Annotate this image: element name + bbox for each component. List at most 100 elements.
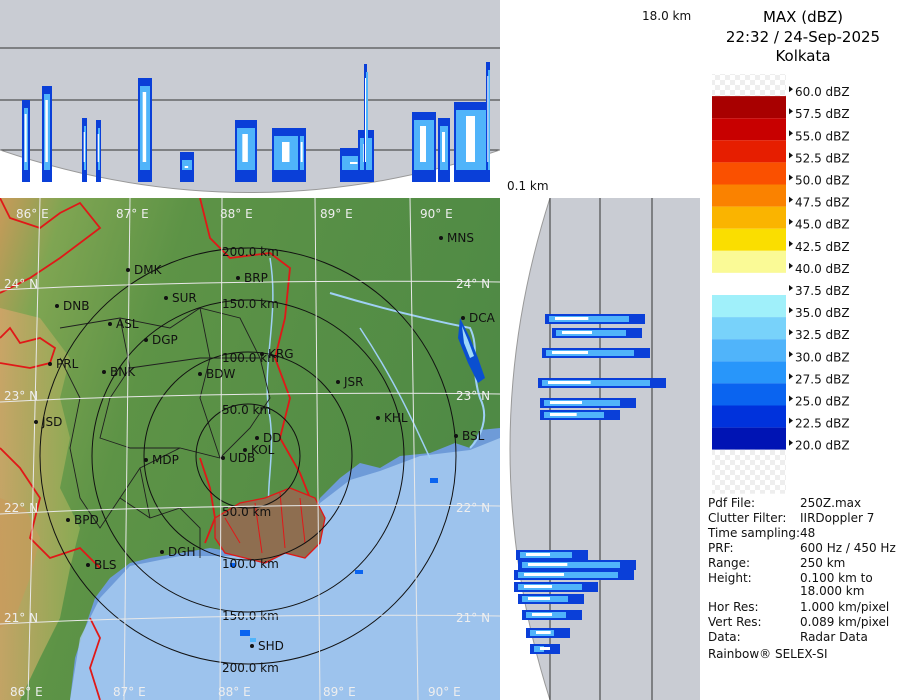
echo-core (488, 70, 490, 170)
echo-core (542, 380, 650, 386)
city-label-krg: KRG (268, 347, 294, 361)
scale-swatch (712, 295, 786, 318)
echo-highlight (442, 132, 445, 162)
state-border (199, 457, 216, 544)
meta-value: 0.089 km/pixel (800, 615, 890, 629)
parallel (0, 392, 500, 403)
scale-label: 32.5 dBZ (795, 328, 850, 342)
scale-label: 27.5 dBZ (795, 372, 850, 386)
city-marker (243, 448, 247, 452)
scale-tick (789, 218, 793, 225)
meta-key: Pdf File: (708, 496, 756, 510)
scale-swatch (712, 96, 786, 119)
scale-label: 42.5 dBZ (795, 240, 850, 254)
scale-tick (789, 329, 793, 336)
scale-tick (789, 86, 793, 93)
scale-swatch (712, 228, 786, 251)
range-ring (39, 247, 457, 665)
longitude-label: 87° E (113, 685, 146, 699)
scale-swatch (712, 162, 786, 185)
earth-curvature-shadow-right (500, 198, 550, 700)
info-panel: MAX (dBZ) 22:32 / 24-Sep-2025 Kolkata 60… (700, 0, 906, 700)
ring-label: 200.0 km (222, 245, 279, 259)
echo-highlight (528, 597, 550, 600)
echo-core (366, 72, 368, 170)
scale-swatch (712, 74, 786, 97)
longitude-label: 86° E (16, 207, 49, 221)
echo-highlight (548, 381, 591, 384)
scale-tick (789, 196, 793, 203)
map-echoes (230, 318, 485, 642)
longitude-label: 90° E (420, 207, 453, 221)
scale-swatch (712, 250, 786, 273)
range-ring (143, 351, 353, 561)
west-east-cross-section (0, 0, 500, 198)
scale-tick (789, 439, 793, 446)
city-marker (454, 434, 458, 438)
echo-highlight (487, 76, 489, 162)
product-title: MAX (dBZ) (762, 8, 844, 26)
meta-value: 18.000 km (800, 584, 865, 598)
city-marker (126, 268, 130, 272)
land (0, 198, 500, 700)
parallel (0, 504, 500, 515)
scale-swatch (712, 118, 786, 141)
echo-highlight (24, 114, 27, 162)
scale-swatch (712, 339, 786, 362)
scale-label: 45.0 dBZ (795, 218, 850, 232)
scale-label: 37.5 dBZ (795, 284, 850, 298)
ring-label: 200.0 km (222, 661, 279, 675)
cross-section-right-svg (500, 198, 666, 700)
echo-highlight (524, 573, 564, 576)
ring-label: 100.0 km (222, 351, 279, 365)
scale-tick (789, 174, 793, 181)
echo-highlight (562, 331, 592, 334)
meta-key: Clutter Filter: (708, 511, 787, 525)
echo-core (84, 126, 86, 170)
scale-label: 35.0 dBZ (795, 306, 850, 320)
longitude-label: 89° E (320, 207, 353, 221)
city-label-bsl: BSL (462, 429, 485, 443)
scale-below (712, 449, 786, 494)
city-marker (439, 236, 443, 240)
scale-swatch (712, 405, 786, 428)
scale-label: 57.5 dBZ (795, 107, 850, 121)
city-label-jsd: JSD (41, 415, 62, 429)
state-border (199, 198, 311, 499)
echo-highlight (466, 116, 475, 162)
scale-label: 60.0 dBZ (795, 85, 850, 99)
echo-highlight (528, 563, 568, 566)
echo-highlight (540, 647, 550, 650)
city-label-kol: KOL (251, 443, 275, 457)
city-label-jsr: JSR (343, 375, 364, 389)
parallel (0, 280, 500, 291)
longitude-label: 89° E (323, 685, 356, 699)
city-label-sur: SUR (172, 291, 197, 305)
scale-tick (789, 108, 793, 115)
city-marker (55, 304, 59, 308)
scale-tick (789, 152, 793, 159)
meta-key: Height: (708, 571, 752, 585)
city-marker (108, 322, 112, 326)
scale-label: 50.0 dBZ (795, 174, 850, 188)
city-layer: MNS DMK BRP DNB SUR ASL DGP DCA KRG PRL BNK BDW JSR J… (34, 231, 496, 653)
river (266, 257, 274, 519)
height-max-label: 18.0 km (642, 9, 692, 23)
scale-label: 22.5 dBZ (795, 417, 850, 431)
meridian (314, 198, 321, 700)
river (359, 327, 431, 459)
echo-highlight (524, 585, 552, 588)
meta-key: Vert Res: (708, 615, 762, 629)
scale-tick (789, 307, 793, 314)
scale-label: 25.0 dBZ (795, 395, 850, 409)
south-north-cross-section (500, 198, 700, 700)
scale-label: 52.5 dBZ (795, 151, 850, 165)
city-label-shd: SHD (258, 639, 284, 653)
echo-highlight (300, 142, 303, 162)
latitude-label: 21° N (456, 611, 490, 625)
radar-map[interactable]: 50.0 km 50.0 km 100.0 km 100.0 km 150.0 km 15… (0, 198, 500, 700)
range-ring (91, 299, 405, 613)
echo-core (518, 572, 618, 578)
echo-highlight (97, 134, 99, 162)
city-marker (336, 380, 340, 384)
